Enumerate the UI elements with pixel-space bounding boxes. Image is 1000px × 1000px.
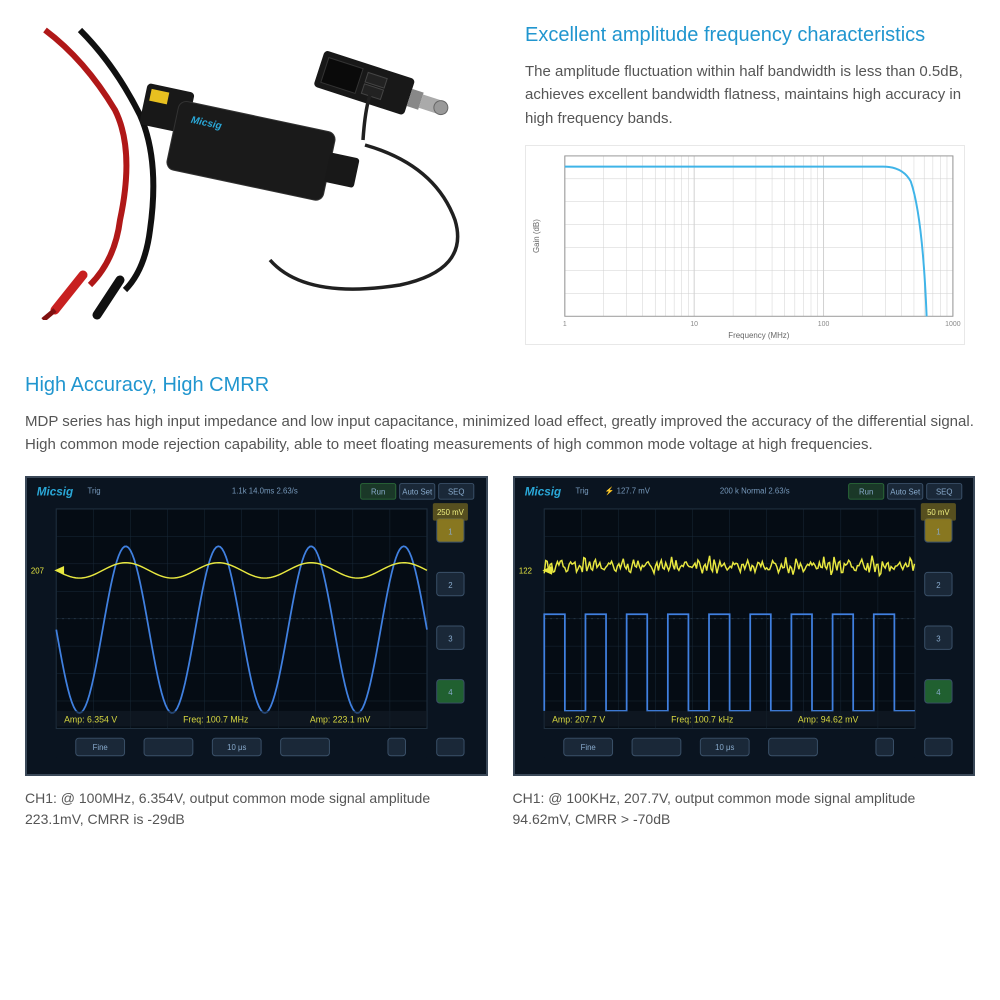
svg-text:1000: 1000 [945,321,961,328]
svg-text:Amp: 94.62 mV: Amp: 94.62 mV [797,715,858,725]
svg-text:Gain (dB): Gain (dB) [532,219,541,253]
svg-text:Amp: 207.7 V: Amp: 207.7 V [552,715,605,725]
svg-text:Run: Run [371,488,385,497]
scope-right-caption: CH1: @ 100KHz, 207.7V, output common mod… [513,788,976,830]
product-image: Micsig [25,20,505,320]
svg-text:4: 4 [448,689,453,698]
svg-text:200 k Normal 2.63/s: 200 k Normal 2.63/s [719,487,789,496]
svg-text:1.1k 14.0ms 2.63/s: 1.1k 14.0ms 2.63/s [232,487,298,496]
svg-text:Auto Set: Auto Set [402,488,433,497]
svg-text:Auto Set: Auto Set [890,488,921,497]
svg-text:50 mV: 50 mV [927,508,950,517]
svg-text:Fine: Fine [580,743,595,752]
svg-text:Fine: Fine [93,743,108,752]
feature1-body: The amplitude fluctuation within half ba… [525,60,975,130]
svg-text:Freq: 100.7 MHz: Freq: 100.7 MHz [183,715,248,725]
scope-screenshot-left: Micsig Trig 1.1k 14.0ms 2.63/s Run Auto Set S… [25,476,488,776]
svg-text:Amp: 6.354 V: Amp: 6.354 V [64,715,117,725]
svg-text:100: 100 [818,321,830,328]
svg-text:10: 10 [690,321,698,328]
svg-text:2: 2 [448,581,452,590]
svg-text:Frequency (MHz): Frequency (MHz) [728,331,789,340]
svg-text:3: 3 [936,635,940,644]
svg-text:1: 1 [448,528,452,537]
svg-text:10 μs: 10 μs [227,743,246,752]
svg-text:Trig: Trig [575,487,588,496]
svg-text:2: 2 [936,581,940,590]
frequency-response-chart: Gain (dB) Frequency (MHz) 1 10 100 1000 [525,145,965,345]
svg-text:SEQ: SEQ [935,488,951,497]
svg-text:3: 3 [448,635,452,644]
svg-text:Micsig: Micsig [524,486,560,499]
feature2-body: MDP series has high input impedance and … [25,410,975,457]
svg-text:Freq: 100.7 kHz: Freq: 100.7 kHz [671,715,733,725]
svg-text:Amp: 223.1 mV: Amp: 223.1 mV [310,715,371,725]
svg-text:1: 1 [936,528,940,537]
scope-screenshot-right: Micsig Trig ⚡ 127.7 mV 200 k Normal 2.63/s R… [513,476,976,776]
svg-text:SEQ: SEQ [448,488,464,497]
svg-text:Trig: Trig [87,487,100,496]
svg-text:1: 1 [563,321,567,328]
svg-text:207: 207 [31,567,44,576]
feature2-title: High Accuracy, High CMRR [25,370,975,400]
scope-left-caption: CH1: @ 100MHz, 6.354V, output common mod… [25,788,488,830]
svg-text:250 mV: 250 mV [437,508,465,517]
svg-text:⚡ 127.7 mV: ⚡ 127.7 mV [604,486,650,496]
svg-text:Micsig: Micsig [37,486,73,499]
svg-text:4: 4 [936,689,941,698]
feature1-title: Excellent amplitude frequency characteri… [525,20,975,50]
svg-text:Run: Run [859,488,873,497]
svg-text:122: 122 [518,567,531,576]
svg-text:10 μs: 10 μs [715,743,734,752]
